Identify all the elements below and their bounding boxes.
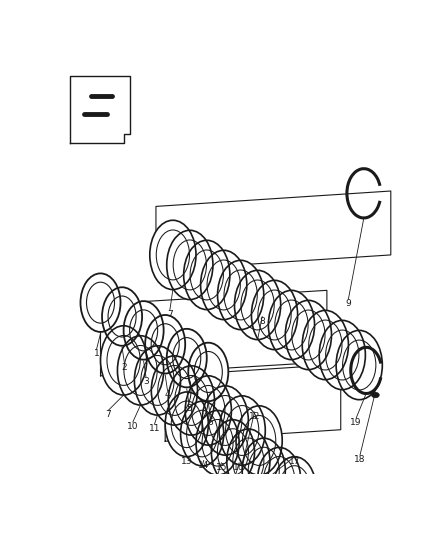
Ellipse shape xyxy=(272,456,317,522)
Text: 5: 5 xyxy=(186,405,192,413)
Ellipse shape xyxy=(185,375,232,446)
Ellipse shape xyxy=(200,250,247,320)
Text: 19: 19 xyxy=(350,418,362,427)
Ellipse shape xyxy=(166,328,207,387)
Ellipse shape xyxy=(151,356,198,425)
Text: 9: 9 xyxy=(346,299,351,308)
Ellipse shape xyxy=(336,330,383,400)
Ellipse shape xyxy=(134,345,181,415)
Ellipse shape xyxy=(102,287,142,346)
Ellipse shape xyxy=(242,438,286,503)
Ellipse shape xyxy=(226,429,270,494)
Text: 4: 4 xyxy=(165,391,170,399)
Ellipse shape xyxy=(268,290,315,360)
Ellipse shape xyxy=(165,392,208,457)
Text: 1: 1 xyxy=(94,349,99,358)
Text: 11: 11 xyxy=(148,424,160,433)
Text: 18: 18 xyxy=(354,455,366,464)
Ellipse shape xyxy=(149,220,196,290)
Ellipse shape xyxy=(285,300,332,370)
Text: 8: 8 xyxy=(259,317,265,326)
Text: 16: 16 xyxy=(233,463,245,472)
Ellipse shape xyxy=(211,419,255,485)
Ellipse shape xyxy=(217,260,264,330)
Ellipse shape xyxy=(236,406,283,475)
Text: 14: 14 xyxy=(198,461,209,470)
Ellipse shape xyxy=(202,385,249,456)
Text: 15: 15 xyxy=(215,463,227,472)
Text: 7: 7 xyxy=(167,310,173,319)
Ellipse shape xyxy=(257,447,301,513)
Text: 2: 2 xyxy=(122,363,127,372)
Ellipse shape xyxy=(188,342,229,401)
Ellipse shape xyxy=(302,310,349,380)
Ellipse shape xyxy=(251,280,298,350)
Ellipse shape xyxy=(117,335,164,406)
Ellipse shape xyxy=(371,392,379,398)
Text: 12: 12 xyxy=(249,412,260,421)
Text: 3: 3 xyxy=(143,377,149,385)
Text: 6: 6 xyxy=(208,418,213,427)
Ellipse shape xyxy=(219,395,266,465)
Ellipse shape xyxy=(183,240,230,310)
Ellipse shape xyxy=(166,230,213,300)
Ellipse shape xyxy=(196,410,240,475)
Ellipse shape xyxy=(80,273,121,332)
Ellipse shape xyxy=(234,270,281,340)
Text: 10: 10 xyxy=(127,422,138,431)
Ellipse shape xyxy=(100,325,147,395)
Ellipse shape xyxy=(145,314,186,374)
Text: 17: 17 xyxy=(289,457,300,466)
Text: 13: 13 xyxy=(181,457,192,466)
Ellipse shape xyxy=(123,301,164,360)
Text: 7: 7 xyxy=(105,410,111,419)
Ellipse shape xyxy=(168,366,215,435)
Ellipse shape xyxy=(319,320,366,390)
Ellipse shape xyxy=(180,401,224,466)
